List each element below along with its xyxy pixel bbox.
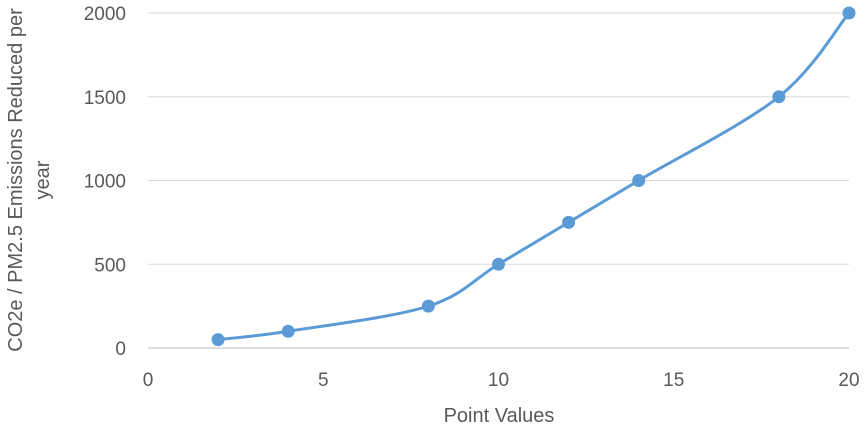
data-point [421,299,435,313]
x-tick-label: 20 [838,370,859,391]
data-point [492,257,505,271]
y-axis-title: CO2e / PM2.5 Emissions Reduced per year [5,8,54,352]
y-tick-label: 0 [115,339,126,360]
data-points [211,6,856,347]
y-tick-label: 500 [94,255,126,276]
data-point [562,215,576,229]
x-tick-label: 15 [663,370,684,391]
grid-lines [148,12,849,265]
series-path [216,11,851,342]
x-axis-title: Point Values [444,405,555,427]
y-axis-title-line-1: CO2e / PM2.5 Emissions Reduced per [5,8,27,352]
series-line [216,11,851,342]
data-point [211,333,225,347]
x-tick-label: 5 [318,370,329,391]
y-tick-label: 1000 [84,172,126,193]
y-axis-title-line-2: year [32,160,54,199]
data-point [772,90,786,104]
data-point [281,324,295,338]
x-tick-label: 10 [488,370,509,391]
y-tick-label: 1500 [84,88,126,109]
x-tick-label: 0 [143,370,154,391]
tick-labels: 0 500 1000 1500 2000 0 5 10 15 20 [84,4,860,391]
data-point [842,6,856,20]
y-tick-label: 2000 [84,4,126,25]
data-point [632,174,646,187]
